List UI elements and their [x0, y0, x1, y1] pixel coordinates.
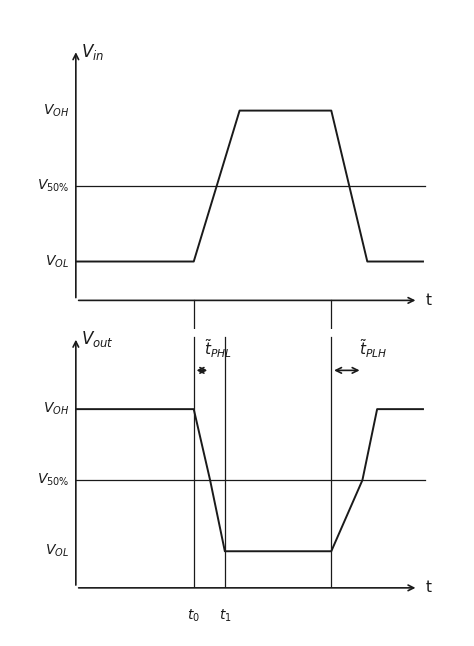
Text: t: t: [425, 293, 431, 308]
Text: $V_{OL}$: $V_{OL}$: [46, 253, 69, 270]
Text: $t_0$: $t_0$: [187, 607, 200, 623]
Text: $t_1$: $t_1$: [219, 607, 231, 623]
Text: $V_{out}$: $V_{out}$: [81, 329, 114, 349]
Text: $V_{50\%}$: $V_{50\%}$: [37, 178, 69, 194]
Text: $V_{OL}$: $V_{OL}$: [46, 543, 69, 559]
Text: t: t: [425, 580, 431, 596]
Text: $V_{OH}$: $V_{OH}$: [43, 103, 69, 119]
Text: $V_{OH}$: $V_{OH}$: [43, 401, 69, 417]
Text: $V_{in}$: $V_{in}$: [81, 42, 104, 62]
Text: $\tilde{t}_{PLH}$: $\tilde{t}_{PLH}$: [359, 337, 387, 360]
Text: $V_{50\%}$: $V_{50\%}$: [37, 472, 69, 488]
Text: $\tilde{t}_{PHL}$: $\tilde{t}_{PHL}$: [204, 337, 232, 360]
